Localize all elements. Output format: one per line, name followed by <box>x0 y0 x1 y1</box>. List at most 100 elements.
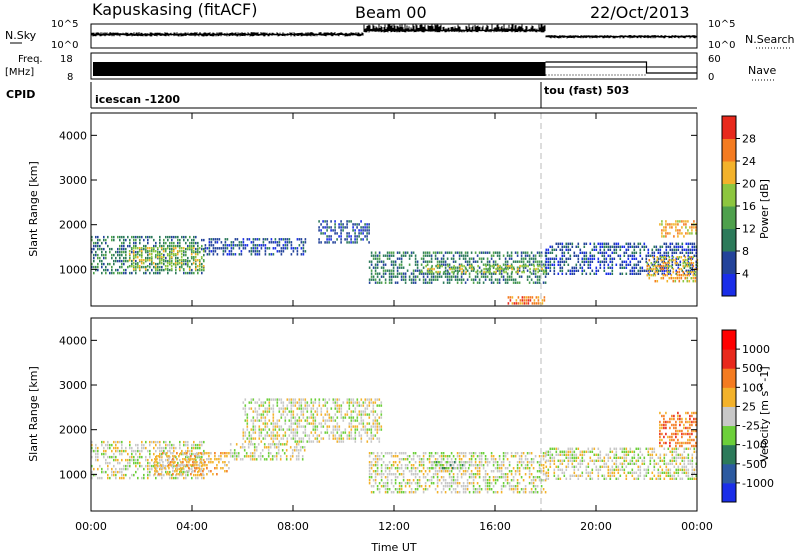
data-cell <box>91 265 93 269</box>
data-cell <box>95 449 97 453</box>
data-cell <box>667 420 669 424</box>
data-cell <box>378 428 381 431</box>
data-cell <box>402 473 405 476</box>
data-cell <box>585 468 588 471</box>
data-cell <box>352 419 355 422</box>
data-cell <box>627 462 630 465</box>
data-cell <box>242 241 245 244</box>
data-cell <box>575 254 578 257</box>
data-cell <box>338 404 341 407</box>
data-cell <box>545 474 548 477</box>
data-cell <box>516 269 519 272</box>
data-cell <box>201 440 203 444</box>
data-cell <box>478 485 481 488</box>
data-cell <box>314 419 317 422</box>
data-cell <box>623 266 626 269</box>
data-cell <box>354 428 357 431</box>
data-cell <box>194 458 196 461</box>
data-cell <box>180 256 183 259</box>
data-cell <box>380 413 383 416</box>
data-cell <box>167 455 169 459</box>
data-cell <box>334 437 337 440</box>
data-cell <box>201 262 203 266</box>
data-cell <box>300 419 303 422</box>
data-cell <box>506 260 509 263</box>
data-cell <box>208 455 210 458</box>
data-cell <box>678 280 681 283</box>
data-cell <box>661 220 663 223</box>
data-cell <box>200 452 202 455</box>
data-cell <box>687 248 690 251</box>
data-cell <box>132 256 135 259</box>
data-cell <box>422 464 425 467</box>
data-cell <box>141 464 143 468</box>
data-cell <box>528 257 531 260</box>
data-cell <box>143 467 145 471</box>
data-cell <box>643 245 646 248</box>
data-cell <box>301 455 304 458</box>
data-cell <box>113 464 115 468</box>
data-cell <box>456 479 459 482</box>
data-cell <box>157 473 159 477</box>
freq-strip-frame <box>90 52 698 80</box>
data-cell <box>677 220 679 223</box>
data-cell <box>330 235 332 238</box>
data-cell <box>157 250 159 254</box>
data-cell <box>687 462 690 465</box>
data-cell <box>199 443 201 447</box>
data-cell <box>648 271 651 274</box>
data-cell <box>295 458 298 461</box>
data-cell <box>270 241 273 244</box>
data-cell <box>182 250 185 253</box>
data-cell <box>617 242 620 245</box>
data-cell <box>340 235 342 238</box>
data-cell <box>420 458 423 461</box>
data-cell <box>400 260 403 263</box>
data-cell <box>661 260 664 263</box>
data-cell <box>308 404 311 407</box>
data-cell <box>233 449 236 452</box>
data-cell <box>336 437 339 440</box>
data-cell <box>282 250 285 253</box>
freq-strip: Freq. [MHz] 18 8 60 0 Nave <box>5 52 776 83</box>
data-cell <box>464 272 467 275</box>
data-cell <box>462 455 465 458</box>
data-cell <box>458 461 461 464</box>
data-cell <box>442 455 445 458</box>
data-cell <box>298 404 301 407</box>
data-cell <box>601 260 604 263</box>
data-cell <box>414 275 417 278</box>
data-cell <box>314 425 317 428</box>
data-cell <box>422 473 425 476</box>
data-cell <box>633 462 636 465</box>
data-cell <box>673 423 675 427</box>
data-cell <box>314 401 317 404</box>
data-cell <box>246 238 249 241</box>
data-cell <box>117 470 119 474</box>
data-cell <box>278 398 281 401</box>
data-cell <box>565 242 568 245</box>
data-cell <box>682 259 685 262</box>
data-cell <box>201 268 203 272</box>
data-cell <box>293 449 296 452</box>
data-cell <box>436 482 439 485</box>
data-cell <box>567 269 570 272</box>
data-cell <box>435 270 437 274</box>
data-cell <box>250 437 253 440</box>
data-cell <box>514 260 517 263</box>
data-cell <box>488 482 491 485</box>
data-cell <box>366 428 369 431</box>
data-cell <box>376 488 379 491</box>
data-cell <box>306 401 309 404</box>
data-cell <box>551 456 554 459</box>
data-cell <box>155 244 157 248</box>
data-cell <box>292 401 295 404</box>
data-cell <box>280 425 283 428</box>
data-cell <box>344 431 347 434</box>
data-cell <box>195 461 197 465</box>
data-cell <box>450 470 453 473</box>
data-cell <box>511 296 514 299</box>
data-cell <box>651 269 654 272</box>
data-cell <box>257 455 260 458</box>
data-cell <box>490 281 493 284</box>
